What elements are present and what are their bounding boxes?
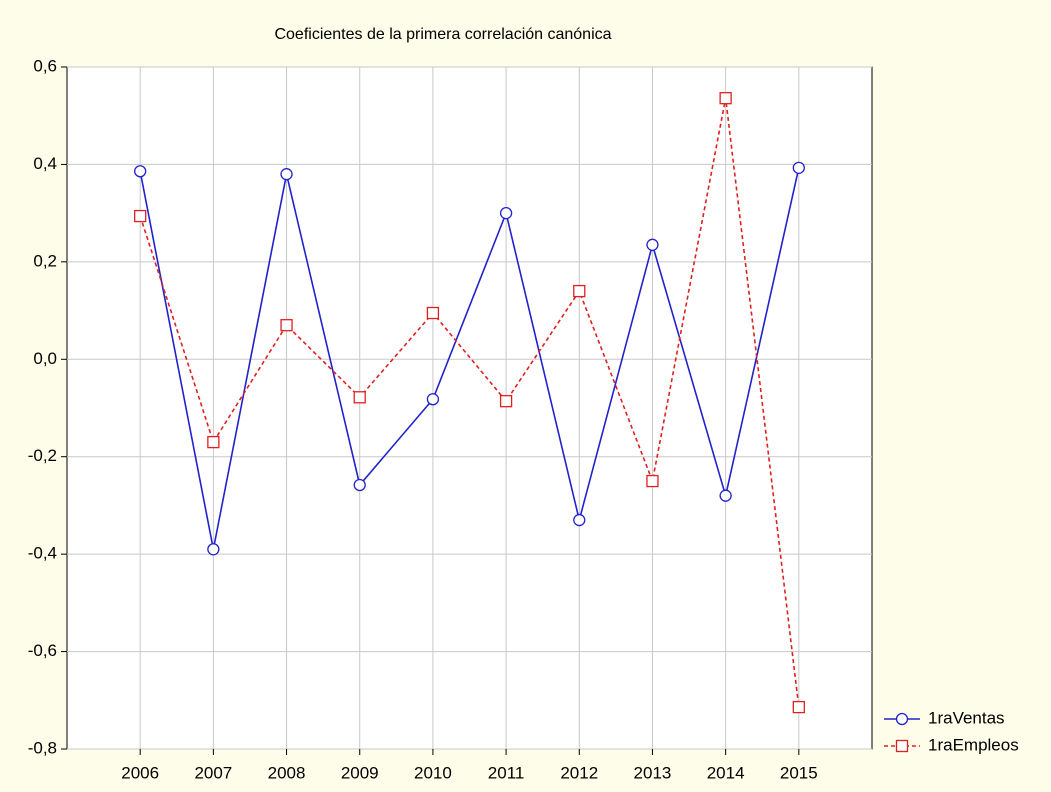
data-point: [353, 391, 366, 404]
x-tick-label: 2012: [560, 763, 598, 782]
y-tick-label: -0,8: [28, 738, 57, 757]
legend-marker: [895, 739, 909, 753]
x-tick-label: 2008: [268, 763, 306, 782]
series-line: [139, 167, 800, 550]
data-point: [792, 161, 805, 174]
plot-area: [66, 66, 873, 750]
y-tick-label: 0,0: [33, 349, 57, 368]
data-point: [719, 489, 732, 502]
x-tick-label: 2014: [707, 763, 745, 782]
y-tick-label: 0,6: [33, 56, 57, 75]
y-tick-label: -0,4: [28, 544, 57, 563]
data-point: [426, 306, 440, 320]
chart-title: Coeficientes de la primera correlación c…: [274, 26, 611, 43]
series-line: [139, 98, 800, 708]
data-point: [719, 92, 732, 105]
data-point: [134, 165, 147, 178]
data-point: [426, 393, 440, 406]
data-point: [353, 478, 366, 492]
data-point: [573, 513, 586, 527]
x-tick-label: 2007: [194, 763, 232, 782]
data-point: [792, 700, 805, 714]
data-point: [573, 284, 586, 298]
data-point: [134, 209, 147, 223]
x-tick-label: 2010: [414, 763, 452, 782]
legend-marker: [895, 712, 909, 726]
y-tick-label: 0,2: [33, 251, 57, 270]
data-point: [499, 395, 513, 408]
y-tick-label: -0,2: [28, 446, 57, 465]
x-tick-label: 2015: [780, 763, 818, 782]
legend-label: 1raVentas: [928, 708, 1005, 727]
y-tick-label: -0,6: [28, 641, 57, 660]
data-point: [280, 168, 293, 181]
data-point: [207, 435, 220, 449]
x-tick-label: 2013: [634, 763, 672, 782]
data-point: [646, 474, 659, 488]
data-point: [207, 543, 220, 556]
x-tick-label: 2011: [488, 763, 525, 782]
data-point: [280, 319, 293, 332]
y-tick-label: 0,4: [33, 154, 57, 173]
legend-label: 1raEmpleos: [928, 735, 1019, 754]
x-tick-label: 2009: [341, 763, 379, 782]
x-tick-label: 2006: [121, 763, 159, 782]
data-point: [499, 206, 513, 220]
data-point: [646, 238, 659, 251]
